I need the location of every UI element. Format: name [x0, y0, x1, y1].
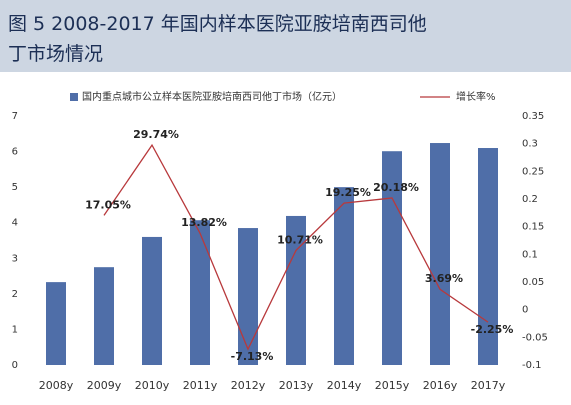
bar: [190, 220, 210, 365]
data-label: 17.05%: [85, 198, 131, 211]
x-tick-label: 2015y: [375, 379, 410, 392]
bar: [430, 143, 450, 365]
legend-swatch: [70, 93, 78, 101]
legend-label: 增长率%: [456, 90, 496, 103]
data-label: 13.82%: [181, 216, 227, 229]
bar: [334, 187, 354, 365]
data-label: 3.69%: [425, 272, 463, 285]
x-tick-label: 2014y: [327, 379, 362, 392]
data-label: -2.25%: [471, 323, 514, 336]
y-tick-label: 7: [12, 111, 18, 122]
bar: [478, 148, 498, 365]
data-label: 20.18%: [373, 181, 419, 194]
bar: [94, 267, 114, 365]
y2-tick-label: -0.1: [522, 360, 542, 371]
legend-label: 国内重点城市公立样本医院亚胺培南西司他丁市场（亿元）: [82, 90, 342, 103]
x-tick-label: 2012y: [231, 379, 266, 392]
y-tick-label: 5: [12, 182, 18, 193]
x-tick-label: 2013y: [279, 379, 314, 392]
data-label: -7.13%: [231, 350, 274, 363]
y2-tick-label: 0.05: [522, 277, 544, 288]
data-label: 10.71%: [277, 233, 323, 246]
y2-tick-label: 0.2: [522, 194, 538, 205]
header-bg: [0, 0, 571, 72]
y2-tick-label: 0.25: [522, 166, 544, 177]
y2-tick-label: 0.35: [522, 111, 544, 122]
y-tick-label: 4: [12, 218, 18, 229]
y-tick-label: 0: [12, 360, 18, 371]
y2-tick-label: 0.3: [522, 139, 538, 150]
x-tick-label: 2017y: [471, 379, 506, 392]
y2-tick-label: -0.05: [522, 332, 548, 343]
bar: [382, 151, 402, 365]
data-label: 19.25%: [325, 186, 371, 199]
y2-tick-label: 0: [522, 305, 528, 316]
bar: [142, 236, 162, 365]
y-tick-label: 1: [12, 324, 18, 335]
y-tick-label: 2: [12, 289, 18, 300]
line: [103, 143, 489, 351]
data-label: 29.74%: [133, 128, 179, 141]
x-tick-label: 2011y: [183, 379, 218, 392]
bar: [238, 228, 258, 365]
y2-tick-label: 0.15: [522, 222, 544, 233]
chart-title-line2: 丁市场情况: [8, 43, 103, 65]
y2-tick-label: 0.1: [522, 249, 538, 260]
y-tick-label: 3: [12, 253, 18, 264]
x-tick-label: 2008y: [39, 379, 74, 392]
bar: [286, 215, 306, 365]
bar: [46, 282, 66, 365]
x-tick-label: 2010y: [135, 379, 170, 392]
x-tick-label: 2016y: [423, 379, 458, 392]
y-tick-label: 6: [12, 147, 18, 158]
chart-title: 图 5 2008-2017 年国内样本医院亚胺培南西司他: [8, 13, 427, 35]
x-tick-label: 2009y: [87, 379, 122, 392]
